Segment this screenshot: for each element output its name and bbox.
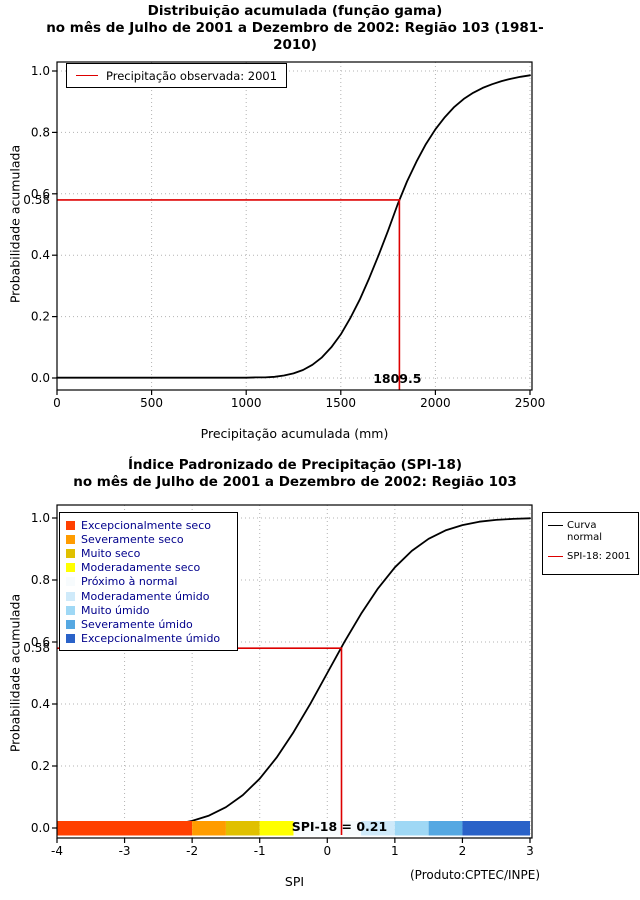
observed-precipitation-legend-label: Precipitação observada: 2001 xyxy=(106,68,278,83)
spi-colorbar-segment xyxy=(394,821,429,836)
x-tick-label: 1000 xyxy=(231,396,262,410)
spi-category-legend-item: Próximo à normal xyxy=(66,575,237,589)
spi-colorbar-segment xyxy=(361,821,395,836)
category-color-swatch xyxy=(66,619,75,629)
x-tick-label: 3 xyxy=(526,844,534,858)
spi-chart-subtitle: no mês de Julho de 2001 a Dezembro de 20… xyxy=(73,474,517,490)
plot-border xyxy=(56,504,533,839)
category-color-swatch xyxy=(66,577,75,587)
x-tick-label: 2 xyxy=(459,844,467,858)
gamma-chart-subtitle: no mês de Julho de 2001 a Dezembro de 20… xyxy=(46,20,544,53)
x-tick-label: -4 xyxy=(51,844,63,858)
normal-curve-line-sample xyxy=(548,525,563,526)
curve-legend-label: Curva normal xyxy=(567,520,603,543)
category-color-swatch xyxy=(66,534,75,544)
x-tick-label: 0 xyxy=(53,396,61,410)
x-tick-label: 2500 xyxy=(515,396,546,410)
x-tick-label: 1 xyxy=(391,844,399,858)
gamma-x-axis-label: Precipitação acumulada (mm) xyxy=(200,426,389,441)
figure-caption: (Produto:CPTEC/INPE) xyxy=(410,868,540,882)
observed-precipitation-line-sample xyxy=(76,75,98,76)
x-tick-label: -3 xyxy=(119,844,131,858)
y-tick-label: 1.0 xyxy=(31,511,50,525)
y-tick-label: 0.0 xyxy=(31,371,50,385)
spi-category-legend: Excepcionalmente seco Severamente seco Mui… xyxy=(59,512,238,651)
y-tick-label: 0.8 xyxy=(31,573,50,587)
observed-value-marker xyxy=(57,647,343,835)
gamma-y-axis-label: Probabilidade acumulada xyxy=(7,144,23,304)
spi-category-legend-item: Excepcionalmente úmido xyxy=(66,632,237,646)
spi-colorbar-segment xyxy=(462,821,530,836)
spi-colorbar-segment xyxy=(225,821,260,836)
category-legend-label: Moderadamente úmido xyxy=(81,589,210,603)
category-legend-label: Muito seco xyxy=(81,546,141,560)
spi-observed-line-sample xyxy=(548,556,563,557)
category-legend-label: Próximo à normal xyxy=(81,575,178,589)
gamma-chart-title-block: Distribuição acumulada (função gama) no … xyxy=(25,3,565,54)
y-tick-label: 0.4 xyxy=(31,248,50,262)
spi-category-legend-item: Moderadamente úmido xyxy=(66,589,237,603)
category-color-swatch xyxy=(66,591,75,601)
cdf-curve xyxy=(56,74,531,379)
spi-curves-legend: Curva normal SPI-18: 2001 xyxy=(542,512,639,575)
category-legend-label: Excepcionalmente úmido xyxy=(81,632,221,646)
curve-legend-label: SPI-18: 2001 xyxy=(567,551,631,562)
spi-chart-title-block: Índice Padronizado de Precipitação (SPI-… xyxy=(25,457,565,491)
spi-y-axis-label: Probabilidade acumulada xyxy=(7,593,23,753)
spi-x-axis-label: SPI xyxy=(284,874,305,889)
category-legend-label: Muito úmido xyxy=(81,603,150,617)
category-color-swatch xyxy=(66,634,75,644)
x-tick-label: 0 xyxy=(323,844,331,858)
category-legend-label: Moderadamente seco xyxy=(81,561,201,575)
category-legend-label: Severamente seco xyxy=(81,532,184,546)
marker-probability-label: 0.58 xyxy=(23,193,50,207)
marker-probability-label: 0.58 xyxy=(23,641,50,655)
spi-colorbar-segment xyxy=(259,821,294,836)
spi-category-legend-item: Muito seco xyxy=(66,546,237,560)
y-tick-label: 0.0 xyxy=(31,821,50,835)
category-legend-label: Excepcionalmente seco xyxy=(81,518,211,532)
spi-colorbar-segment xyxy=(293,821,362,836)
x-tick-label: -2 xyxy=(186,844,198,858)
y-tick-label: 0.2 xyxy=(31,759,50,773)
spi-curve-legend-item: SPI-18: 2001 xyxy=(548,551,634,563)
spi-colorbar-segment xyxy=(428,821,463,836)
x-tick-label: 2000 xyxy=(420,396,451,410)
spi-colorbar-segment xyxy=(192,821,226,836)
y-tick-label: 0.4 xyxy=(31,697,50,711)
gamma-chart-title: Distribuição acumulada (função gama) xyxy=(147,3,443,19)
plot-border xyxy=(56,61,533,391)
spi-category-legend-item: Moderadamente seco xyxy=(66,561,237,575)
category-legend-label: Severamente úmido xyxy=(81,617,193,631)
y-tick-label: 1.0 xyxy=(31,64,50,78)
spi-category-legend-item: Excepcionalmente seco xyxy=(66,518,237,532)
spi-category-legend-item: Muito úmido xyxy=(66,603,237,617)
marker-value-label: 1809.5 xyxy=(373,371,421,386)
y-tick-label: 0.2 xyxy=(31,310,50,324)
x-tick-label: 500 xyxy=(140,396,163,410)
observed-value-marker xyxy=(57,199,401,390)
spi-category-legend-item: Severamente seco xyxy=(66,532,237,546)
spi-colorbar-segment xyxy=(57,821,193,836)
category-color-swatch xyxy=(66,548,75,558)
y-tick-label: 0.6 xyxy=(31,187,50,201)
x-tick-label: 1500 xyxy=(326,396,357,410)
spi-category-legend-item: Severamente úmido xyxy=(66,617,237,631)
gamma-legend: Precipitação observada: 2001 xyxy=(66,63,288,88)
category-color-swatch xyxy=(66,605,75,615)
spi-value-annotation: SPI-18 = 0.21 xyxy=(292,819,387,834)
x-tick-label: -1 xyxy=(254,844,266,858)
spi-curve-legend-item: Curva normal xyxy=(548,520,634,544)
y-tick-label: 0.8 xyxy=(31,125,50,139)
category-color-swatch xyxy=(66,563,75,573)
category-color-swatch xyxy=(66,520,75,530)
y-tick-label: 0.6 xyxy=(31,635,50,649)
spi-chart-title: Índice Padronizado de Precipitação (SPI-… xyxy=(127,457,463,473)
